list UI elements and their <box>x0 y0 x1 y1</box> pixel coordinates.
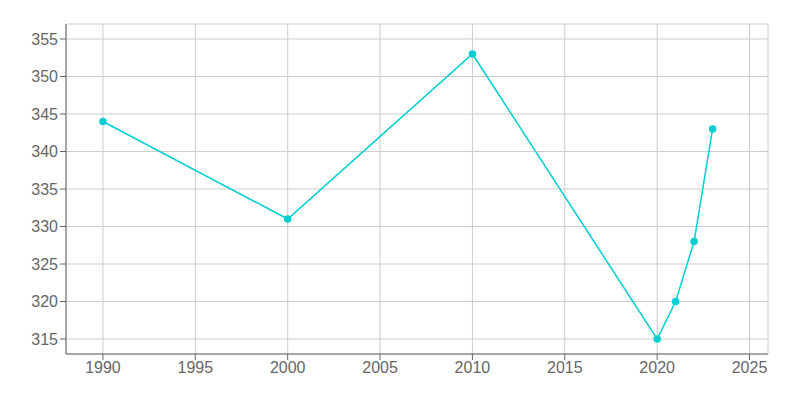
svg-text:320: 320 <box>31 293 58 310</box>
svg-text:340: 340 <box>31 143 58 160</box>
svg-text:2020: 2020 <box>639 359 675 376</box>
svg-text:1990: 1990 <box>85 359 121 376</box>
svg-text:2025: 2025 <box>732 359 768 376</box>
svg-text:2015: 2015 <box>547 359 583 376</box>
svg-text:325: 325 <box>31 256 58 273</box>
svg-text:350: 350 <box>31 68 58 85</box>
svg-text:335: 335 <box>31 181 58 198</box>
svg-text:2010: 2010 <box>455 359 491 376</box>
svg-text:1995: 1995 <box>178 359 214 376</box>
svg-text:2000: 2000 <box>270 359 306 376</box>
svg-text:330: 330 <box>31 218 58 235</box>
svg-text:315: 315 <box>31 331 58 348</box>
svg-text:355: 355 <box>31 31 58 48</box>
svg-text:345: 345 <box>31 106 58 123</box>
svg-text:2005: 2005 <box>362 359 398 376</box>
